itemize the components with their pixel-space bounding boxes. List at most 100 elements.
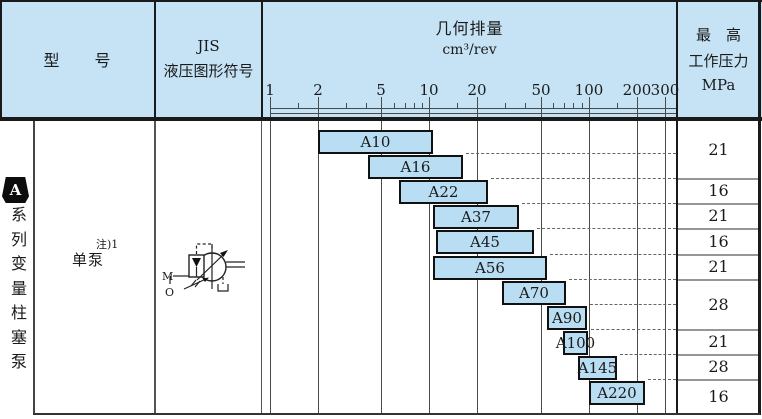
pressure-cell: 16 (679, 379, 758, 413)
series-vertical-label: 系列变量柱塞泵 (6, 203, 32, 375)
pressure-row-divider (678, 178, 758, 180)
bar-a22: A22 (399, 180, 488, 204)
divider-displacement-pressure (676, 0, 678, 415)
bar-label: A16 (400, 158, 431, 176)
bar-a45: A45 (436, 230, 534, 254)
column-header-model: 型 号 (0, 0, 155, 117)
axis-minor-tick (298, 103, 299, 108)
axis-ruler-line-upper (270, 108, 677, 109)
table-border-right (758, 0, 761, 415)
axis-minor-tick (346, 103, 347, 108)
pressure-row-divider (678, 279, 758, 281)
pressure-cell: 28 (679, 279, 758, 329)
jis-hydraulic-symbol: M O (162, 243, 245, 299)
header-divider-model-jis (154, 0, 156, 117)
jis-header-line2: 液压图形符号 (163, 61, 254, 80)
dashed-leader-line (466, 153, 676, 154)
dashed-leader-line (648, 379, 676, 380)
axis-gridline (589, 97, 590, 413)
series-vertical-label-char: 泵 (10, 352, 27, 371)
pressure-value: 28 (708, 357, 729, 376)
tank-symbol-icon (217, 284, 229, 292)
variable-arrowhead-icon (220, 250, 228, 257)
bar-label: A37 (461, 208, 491, 226)
pressure-header-line2: 工作压力 (688, 51, 749, 70)
series-vertical-label-char: 列 (10, 229, 27, 249)
bar-label: A145 (577, 359, 618, 377)
axis-minor-tick (394, 103, 395, 108)
bar-a56: A56 (433, 256, 547, 280)
axis-minor-tick (422, 103, 423, 108)
pressure-value: 21 (708, 140, 729, 159)
column-header-pressure: 最 高 工作压力 MPa (677, 0, 760, 117)
jis-header-line1: JIS (197, 36, 220, 55)
bar-label: A100 (555, 334, 596, 352)
bar-a220: A220 (589, 381, 645, 405)
series-vertical-label-char: 柱 (10, 303, 27, 322)
series-vertical-label-char: 变 (10, 254, 27, 273)
axis-gridline (665, 97, 666, 413)
pressure-value: 21 (708, 257, 729, 276)
axis-tick-label: 2 (313, 81, 323, 99)
pressure-value: 21 (708, 206, 729, 225)
variable-arrow-line (196, 253, 225, 281)
bar-a37: A37 (433, 205, 519, 229)
pressure-value: 28 (708, 294, 729, 314)
pressure-value: 16 (708, 181, 729, 200)
axis-gridline (637, 97, 638, 413)
axis-tick-label: 10 (419, 81, 439, 99)
port-m-label: M (162, 270, 173, 283)
model-cell-label: 单泵 (72, 251, 105, 269)
series-a-badge-letter: A (9, 181, 22, 199)
axis-tick-label: 50 (531, 81, 551, 99)
axis-tick-label: 20 (467, 81, 487, 99)
body-divider-sidebar-model (33, 121, 35, 413)
axis-tick-label: 200 (622, 81, 652, 99)
axis-tick-label: 100 (574, 81, 604, 99)
pressure-value: 21 (708, 332, 729, 351)
axis-gridline (429, 97, 430, 413)
table-border-bottom (33, 413, 760, 415)
bar-label: A56 (475, 259, 505, 277)
valve-arrow-icon (192, 258, 201, 267)
series-vertical-label-char: 塞 (10, 327, 27, 347)
model-note-reference: 注)1 (96, 238, 119, 251)
axis-minor-tick (457, 103, 458, 108)
bar-a100: A100 (556, 331, 595, 355)
compensator-slash-1 (190, 279, 197, 287)
axis-gridline (318, 97, 319, 413)
pressure-header-line1: 最 高 (695, 25, 741, 44)
pressure-cell: 21 (679, 254, 758, 279)
displacement-title: 几何排量 (435, 18, 504, 38)
header-divider-jis-displacement (261, 0, 263, 117)
dashed-leader-line (591, 329, 676, 330)
axis-tick-label: 5 (376, 81, 386, 99)
bar-label: A10 (360, 133, 391, 151)
body-divider-jis-chart (261, 121, 262, 413)
pressure-cell: 16 (679, 178, 758, 203)
pressure-cell: 28 (679, 354, 758, 379)
dashed-leader-line (537, 228, 676, 229)
dashed-leader-line (550, 254, 676, 255)
axis-ruler-line-lower (270, 113, 677, 114)
pressure-cell: 21 (679, 203, 758, 228)
axis-minor-tick (617, 103, 618, 108)
dashed-leader-line (522, 203, 676, 204)
pressure-row-divider (678, 379, 758, 381)
bar-label: A22 (428, 183, 459, 201)
pressure-row-divider (678, 203, 758, 205)
pressure-cell: 21 (679, 121, 758, 178)
axis-minor-tick (582, 103, 583, 108)
dashed-leader-line (590, 304, 676, 305)
header-bottom-thick-line (0, 117, 762, 121)
axis-tick-label: 300 (650, 81, 680, 99)
axis-minor-tick (573, 103, 574, 108)
bar-label: A90 (552, 309, 582, 327)
axis-minor-tick (414, 103, 415, 108)
bar-a10: A10 (318, 130, 433, 154)
port-o-label: O (165, 286, 174, 299)
column-header-displacement: 几何排量 cm³/rev (262, 10, 677, 62)
series-vertical-label-char: 量 (10, 278, 27, 298)
column-header-jis: JIS 液压图形符号 (155, 0, 262, 117)
axis-minor-tick (405, 103, 406, 108)
